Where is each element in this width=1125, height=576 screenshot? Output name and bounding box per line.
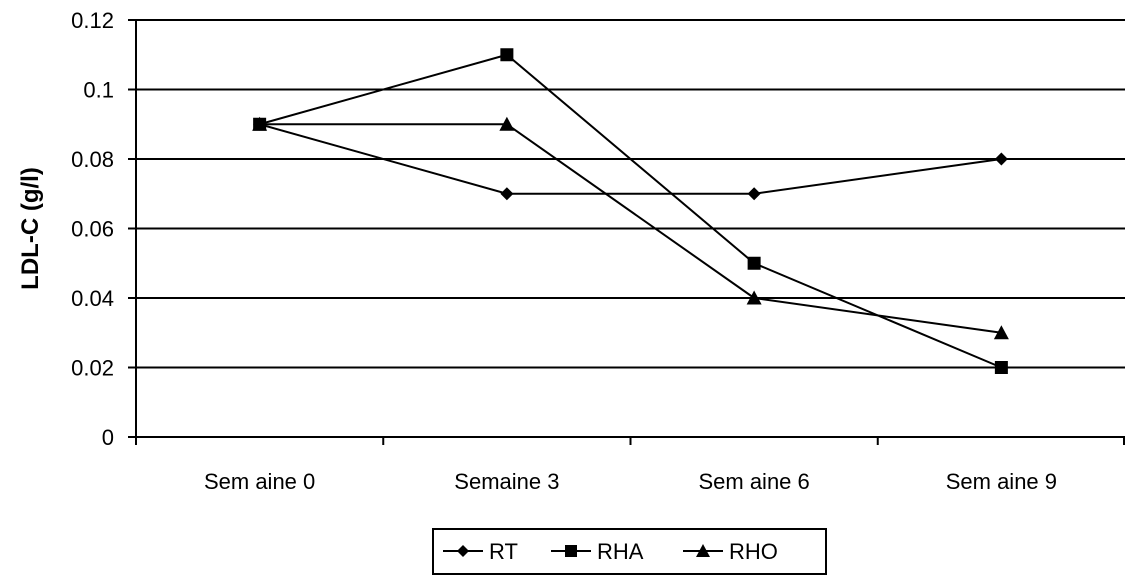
data-point-rho: [499, 116, 515, 131]
y-tick-label: 0.02: [71, 356, 114, 381]
legend-label-rha: RHA: [597, 539, 644, 564]
x-tick-label: Sem aine 0: [204, 469, 315, 494]
data-point-rha: [747, 256, 761, 270]
series-line-rho: [259, 123, 1002, 334]
y-tick-labels: 0 0.02 0.04 0.06 0.08 0.1 0.12: [71, 8, 114, 450]
data-point-rt: [994, 152, 1008, 166]
x-tick-label: Sem aine 9: [946, 469, 1057, 494]
data-point-rho: [746, 290, 762, 305]
y-tick-label: 0.08: [71, 147, 114, 172]
legend-marker-rho: [696, 544, 710, 557]
y-tick-label: 0.06: [71, 217, 114, 242]
y-tick-label: 0.04: [71, 286, 114, 311]
legend-label-rho: RHO: [729, 539, 778, 564]
data-point-rho: [993, 325, 1009, 340]
y-tick-label: 0: [102, 425, 114, 450]
x-tick-label: Sem aine 6: [698, 469, 809, 494]
series-line-rt: [259, 123, 1002, 195]
data-point-rt: [747, 187, 761, 201]
series-group: [252, 48, 1009, 374]
legend-box: [432, 528, 827, 575]
y-axis-title: LDL-C (g/l): [17, 167, 44, 290]
grid-lines: [128, 19, 1125, 438]
legend-marker-rha: [565, 545, 577, 557]
legend-label-rt: RT: [489, 539, 518, 564]
legend-marker-rt: [457, 545, 469, 557]
data-point-rho: [252, 116, 268, 131]
data-point-rha: [994, 361, 1008, 374]
x-tick-label: Semaine 3: [454, 469, 559, 494]
data-point-rt: [500, 187, 514, 201]
y-tick-label: 0.1: [83, 78, 114, 103]
data-point-rha: [500, 48, 514, 62]
axes: [135, 20, 1125, 445]
x-tick-labels: Sem aine 0 Semaine 3 Sem aine 6 Sem aine 9: [204, 469, 1057, 494]
y-tick-label: 0.12: [71, 8, 114, 33]
legend: RT RHA RHO: [432, 528, 827, 575]
